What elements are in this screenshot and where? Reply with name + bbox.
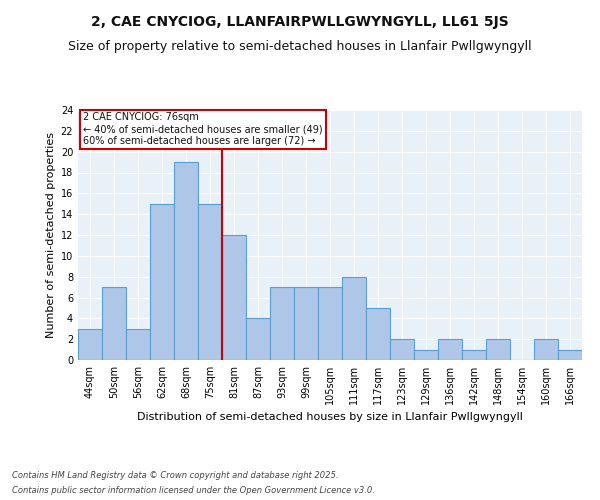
Bar [558, 350, 582, 360]
Bar [318, 287, 342, 360]
Bar [150, 204, 174, 360]
Bar [222, 235, 246, 360]
Bar [102, 287, 126, 360]
Bar [486, 339, 510, 360]
Bar [534, 339, 558, 360]
Bar [438, 339, 462, 360]
Bar [414, 350, 438, 360]
Bar [390, 339, 414, 360]
Bar [462, 350, 486, 360]
Text: 2 CAE CNYCIOG: 76sqm
← 40% of semi-detached houses are smaller (49)
60% of semi-: 2 CAE CNYCIOG: 76sqm ← 40% of semi-detac… [83, 112, 323, 146]
Text: Size of property relative to semi-detached houses in Llanfair Pwllgwyngyll: Size of property relative to semi-detach… [68, 40, 532, 53]
Bar [270, 287, 294, 360]
Bar [78, 329, 102, 360]
Text: Contains public sector information licensed under the Open Government Licence v3: Contains public sector information licen… [12, 486, 375, 495]
Bar [342, 276, 366, 360]
Bar [198, 204, 222, 360]
Text: 2, CAE CNYCIOG, LLANFAIRPWLLGWYNGYLL, LL61 5JS: 2, CAE CNYCIOG, LLANFAIRPWLLGWYNGYLL, LL… [91, 15, 509, 29]
Bar [174, 162, 198, 360]
Bar [126, 329, 150, 360]
Text: Contains HM Land Registry data © Crown copyright and database right 2025.: Contains HM Land Registry data © Crown c… [12, 471, 338, 480]
Bar [366, 308, 390, 360]
Bar [294, 287, 318, 360]
Y-axis label: Number of semi-detached properties: Number of semi-detached properties [46, 132, 56, 338]
X-axis label: Distribution of semi-detached houses by size in Llanfair Pwllgwyngyll: Distribution of semi-detached houses by … [137, 412, 523, 422]
Bar [246, 318, 270, 360]
